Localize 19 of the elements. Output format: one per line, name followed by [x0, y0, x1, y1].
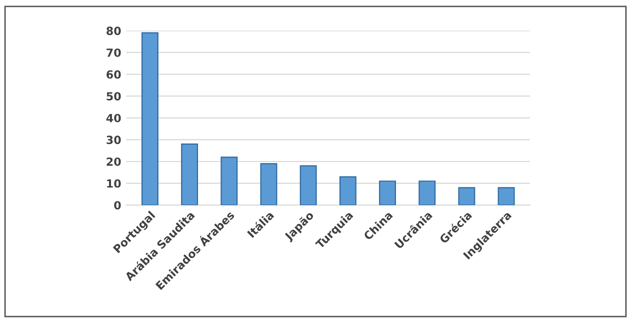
y-tick-label: 40	[106, 114, 121, 122]
bar	[260, 163, 278, 206]
y-tick-label: 70	[106, 48, 121, 57]
bar	[141, 32, 158, 206]
bar	[300, 165, 317, 206]
bar	[498, 187, 515, 206]
bar	[379, 180, 396, 206]
bar	[220, 156, 238, 206]
y-tick-label: 10	[107, 179, 121, 188]
y-tick-label: 0	[114, 201, 121, 210]
bar	[339, 176, 356, 206]
bar	[418, 180, 436, 206]
y-tick-label: 80	[106, 26, 121, 36]
y-tick-label: 30	[106, 136, 121, 144]
bar	[181, 144, 198, 206]
y-tick-label: 50	[106, 92, 121, 100]
bar	[458, 187, 476, 206]
y-tick-label: 20	[106, 157, 121, 166]
y-tick-label: 60	[106, 70, 121, 79]
